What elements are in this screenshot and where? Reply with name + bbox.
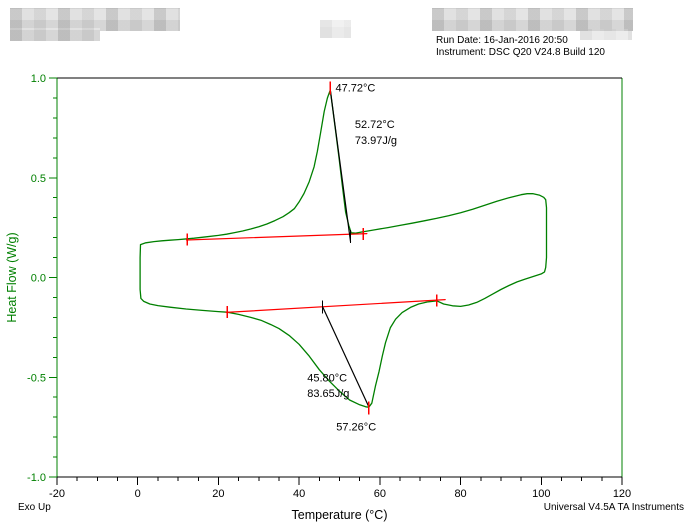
redaction-mosaic-sample-info-2	[10, 28, 100, 41]
melting-peak-temp-label: 57.26°C	[336, 422, 376, 434]
x-tick-label: 0	[135, 488, 141, 500]
crystallization-onset-temp-label: 52.72°C	[355, 119, 395, 131]
x-tick-label: -20	[49, 488, 65, 500]
y-tick-label: -0.5	[27, 372, 46, 384]
y-tick-label: 0.5	[31, 173, 46, 185]
software-version-label: Universal V4.5A TA Instruments	[543, 502, 684, 513]
x-tick-label: 100	[532, 488, 550, 500]
y-tick-label: -1.0	[27, 472, 46, 484]
y-axis-title: Heat Flow (W/g)	[5, 232, 19, 322]
instrument-text: Instrument: DSC Q20 V24.8 Build 120	[436, 47, 605, 58]
crystallization-enthalpy-label: 73.97J/g	[355, 135, 397, 147]
x-tick-label: 40	[293, 488, 305, 500]
crystallization-onset-line-curve	[329, 89, 352, 243]
x-tick-label: 80	[454, 488, 466, 500]
melting-onset-temp-label: 45.80°C	[307, 372, 347, 384]
melting-enthalpy-label: 83.65J/g	[307, 388, 349, 400]
x-tick-label: 20	[212, 488, 224, 500]
header-info-block: Run Date: 16-Jan-2016 20:50 Instrument: …	[436, 35, 605, 59]
redaction-mosaic-sample-info	[10, 8, 180, 31]
exo-up-label: Exo Up	[18, 502, 51, 513]
redaction-mosaic-center	[320, 20, 351, 38]
melting-integration-baseline-curve	[225, 299, 446, 313]
crystallization-peak-temp-label: 47.72°C	[335, 83, 375, 95]
dsc-heat-cool-loop-curve	[139, 89, 548, 408]
redaction-mosaic-file-info-2	[580, 29, 632, 40]
y-tick-label: 1.0	[31, 73, 46, 85]
y-tick-label: 0.0	[31, 273, 46, 285]
run-date-text: Run Date: 16-Jan-2016 20:50	[436, 35, 568, 46]
redaction-mosaic-file-info	[432, 8, 633, 31]
crystallization-integration-baseline-curve	[185, 233, 368, 241]
x-tick-label: 120	[613, 488, 631, 500]
melting-onset-line-curve	[322, 306, 370, 408]
x-axis-title: Temperature (°C)	[292, 508, 388, 522]
x-tick-label: 60	[374, 488, 386, 500]
